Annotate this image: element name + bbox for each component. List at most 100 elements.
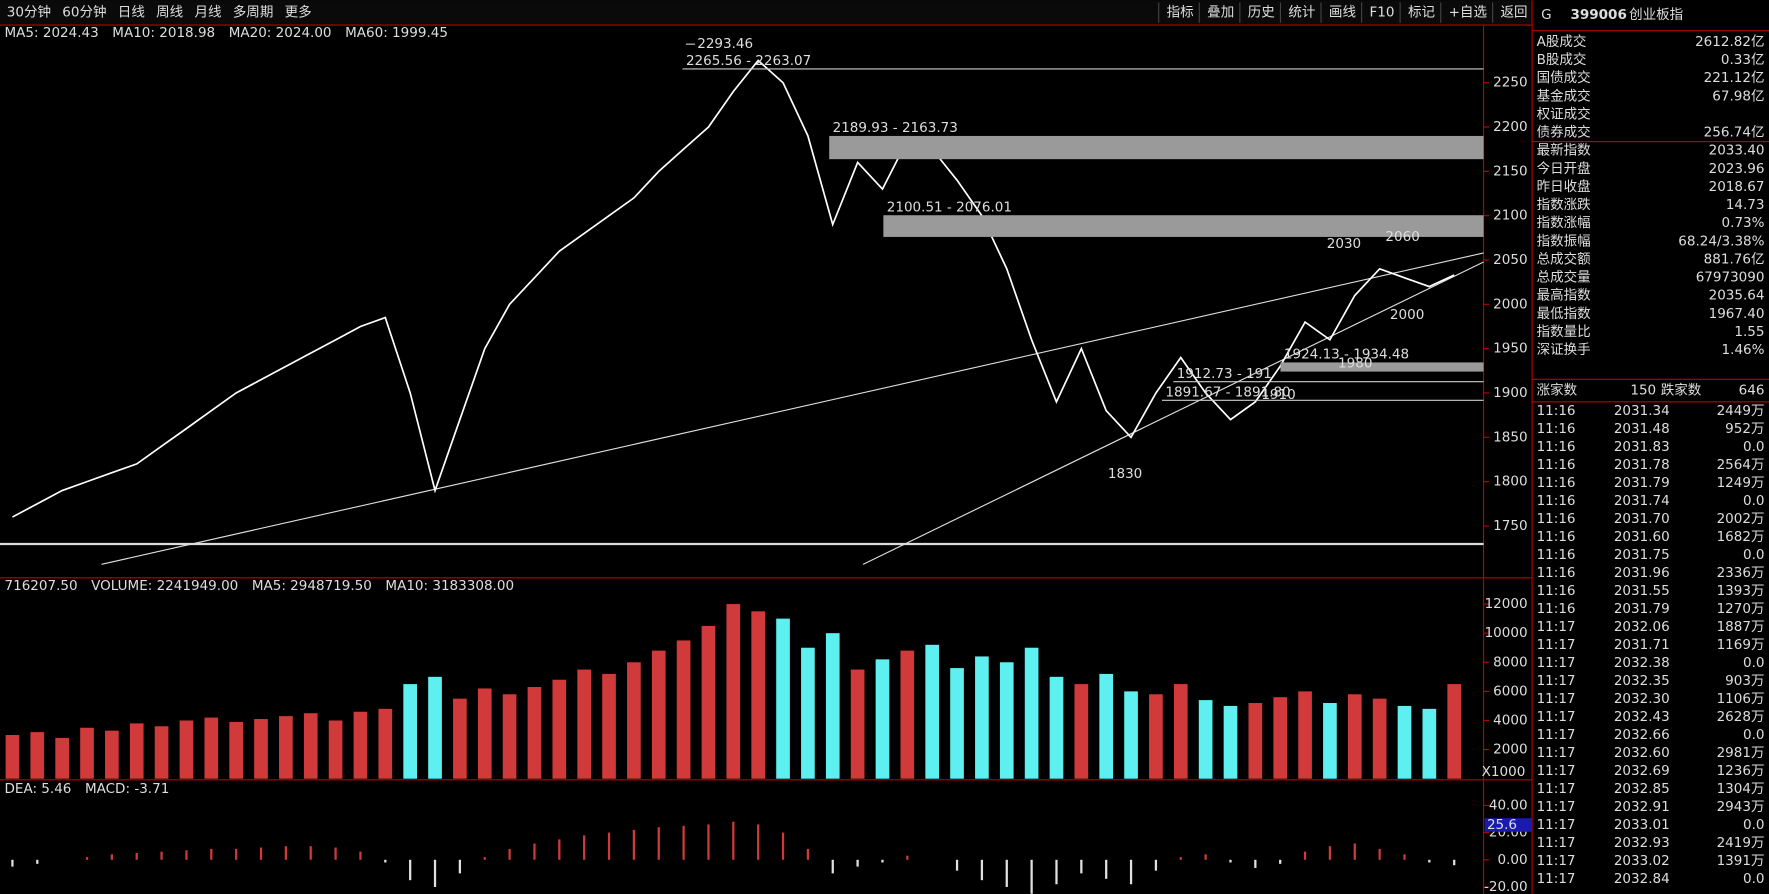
toolbar-button[interactable]: 30分钟 — [7, 4, 51, 21]
bar — [999, 662, 1014, 779]
bar — [254, 719, 268, 779]
tick-volume: 903万 — [1725, 673, 1764, 689]
bar — [1129, 859, 1133, 885]
tick-price: 2031.78 — [1614, 457, 1670, 473]
toolbar-button[interactable]: 更多 — [285, 4, 312, 21]
bar — [900, 650, 915, 779]
quote-label: 最高指数 — [1537, 287, 1592, 304]
toolbar-button[interactable]: 返回 — [1501, 5, 1528, 21]
bar — [627, 662, 641, 779]
quote-value: 1.55 — [1734, 324, 1764, 340]
bar — [433, 859, 437, 887]
bar — [502, 694, 517, 779]
bar — [1099, 673, 1114, 779]
toolbar-button[interactable]: 月线 — [194, 5, 222, 21]
tick-volume: 1236万 — [1717, 763, 1765, 779]
breadth: 646 — [1739, 383, 1765, 399]
bar — [508, 848, 511, 860]
quote-value: 2023.96 — [1709, 161, 1765, 177]
tick-volume: 1249万 — [1717, 475, 1765, 491]
bar — [583, 835, 586, 860]
bar — [1124, 691, 1138, 779]
toolbar-button[interactable]: 日线 — [118, 5, 146, 21]
bar — [105, 730, 119, 779]
toolbar-button[interactable]: 统计 — [1288, 5, 1315, 21]
tick-time: 11:16 — [1537, 601, 1576, 617]
tick-price: 2032.43 — [1614, 709, 1670, 725]
bar — [975, 656, 989, 779]
quote-value: 14.73 — [1726, 197, 1765, 213]
bar — [1179, 857, 1182, 860]
bar — [1049, 676, 1064, 779]
tick-time: 11:16 — [1537, 475, 1576, 491]
quote-label: 最低指数 — [1537, 306, 1592, 322]
toolbar-button[interactable]: F10 — [1370, 5, 1395, 21]
zone-label: 2189.93 - 2163.73 — [833, 120, 958, 136]
y-tick-label: 2000 — [1493, 296, 1527, 312]
toolbar-button[interactable]: 标记 — [1408, 5, 1435, 21]
toolbar-button[interactable]: +自选 — [1449, 5, 1488, 21]
tick-price: 2032.91 — [1614, 799, 1670, 815]
tick-volume: 2564万 — [1717, 457, 1765, 473]
y-tick-label: 10000 — [1485, 625, 1528, 641]
bar — [856, 859, 859, 867]
toolbar-button[interactable]: 指标 — [1167, 5, 1194, 21]
toolbar-button[interactable]: 画线 — [1329, 5, 1357, 21]
bar — [776, 618, 790, 779]
toolbar-button[interactable]: 历史 — [1248, 5, 1276, 21]
quote-value: 1.46% — [1722, 342, 1765, 358]
quote-value: 2612.82亿 — [1695, 34, 1764, 50]
bar — [1024, 647, 1039, 779]
quote-label: 基金成交 — [1537, 87, 1591, 104]
tick-volume: 0.0 — [1743, 871, 1765, 887]
bar — [110, 854, 113, 860]
tick-price: 2032.69 — [1614, 763, 1670, 779]
legend-entry: MA10: 2018.98 — [112, 25, 215, 41]
tick-volume: 2336万 — [1717, 565, 1765, 581]
legend-entry: MA60: 1999.45 — [345, 25, 448, 41]
quote-value: 2035.64 — [1709, 288, 1765, 304]
bar — [801, 647, 815, 779]
bar — [1198, 700, 1213, 779]
toolbar-button[interactable]: 多周期 — [233, 4, 274, 21]
tick-price: 2031.83 — [1614, 439, 1670, 455]
code: 399006 — [1570, 7, 1626, 23]
bar — [185, 850, 188, 860]
tick-price: 2032.85 — [1614, 781, 1670, 797]
tick-price: 2032.60 — [1614, 745, 1670, 761]
annotation: 1980 — [1338, 356, 1372, 372]
toolbar-button[interactable]: 叠加 — [1207, 5, 1234, 21]
bar — [651, 650, 666, 779]
tick-price: 2031.71 — [1614, 637, 1670, 653]
toolbar-button[interactable]: 周线 — [156, 5, 184, 21]
bar — [1403, 854, 1406, 860]
bar — [1428, 859, 1431, 863]
price-line — [12, 59, 1455, 518]
annotation: 1910 — [1261, 387, 1295, 403]
y-tick-label: 2000 — [1493, 742, 1527, 758]
tick-price: 2032.38 — [1614, 655, 1670, 671]
zone-label: 1924.13 - 1934.48 — [1284, 347, 1409, 363]
bar — [1353, 843, 1356, 860]
bar — [1248, 703, 1263, 779]
legend-entry: MA5: 2024.43 — [5, 25, 99, 41]
y-tick-label: 1800 — [1493, 474, 1527, 490]
tick-volume: 1391万 — [1717, 853, 1765, 869]
bar — [1298, 691, 1312, 779]
tick-time: 11:16 — [1537, 529, 1576, 545]
tick-price: 2032.66 — [1614, 727, 1670, 743]
tick-volume: 1106万 — [1717, 691, 1765, 707]
tick-time: 11:16 — [1537, 511, 1576, 527]
tick-price: 2033.01 — [1614, 817, 1670, 833]
legend-entry: DEA: 5.46 — [5, 781, 72, 797]
level-label: 2265.56 - 2263.07 — [686, 53, 811, 69]
y-tick-label: 1950 — [1493, 341, 1527, 357]
bar — [527, 687, 542, 779]
legend-entry: MA10: 3183308.00 — [385, 578, 514, 594]
toolbar-button[interactable]: 60分钟 — [62, 4, 106, 21]
quote-label: 指数量比 — [1537, 324, 1591, 340]
quote-value: 0.33亿 — [1721, 52, 1765, 68]
legend-entry: 716207.50 — [5, 578, 78, 594]
tick-price: 2031.96 — [1614, 565, 1670, 581]
quote-label: 指数涨幅 — [1537, 215, 1591, 231]
